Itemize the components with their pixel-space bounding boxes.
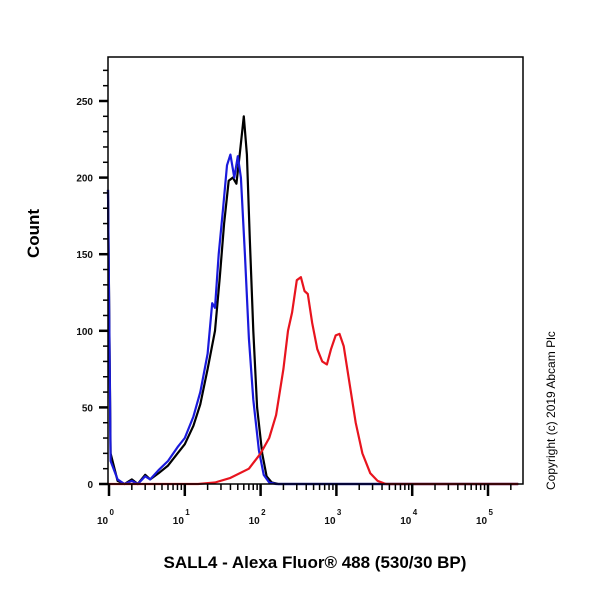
y-tick-label: 0 [87, 480, 93, 491]
x-axis-title: SALL4 - Alexa Fluor® 488 (530/30 BP) [163, 553, 467, 572]
y-tick-label: 150 [76, 250, 93, 261]
y-tick-label: 200 [76, 174, 93, 185]
y-tick-label: 100 [76, 327, 93, 338]
series-layer [106, 115, 519, 486]
series-black-line [106, 115, 519, 486]
series-red-line [108, 276, 519, 486]
y-axis-title: Count [24, 208, 43, 258]
svg-text:3: 3 [337, 508, 342, 517]
svg-text:10: 10 [476, 516, 488, 527]
svg-text:1: 1 [185, 508, 190, 517]
svg-text:10: 10 [324, 516, 336, 527]
series-blue-line [106, 153, 519, 486]
y-tick-label: 50 [82, 403, 94, 414]
svg-text:2: 2 [261, 508, 266, 517]
svg-text:10: 10 [173, 516, 185, 527]
x-tick-label: 104 [400, 508, 418, 527]
svg-text:4: 4 [413, 508, 418, 517]
x-tick-label: 103 [324, 508, 342, 527]
x-tick-label: 100 [97, 508, 115, 527]
y-axis: 0 50 100 150 200 250 [76, 69, 108, 491]
x-tick-label: 101 [173, 508, 191, 527]
copyright-notice: Copyright (c) 2019 Abcam Plc [544, 331, 558, 490]
svg-text:10: 10 [400, 516, 412, 527]
svg-text:5: 5 [489, 508, 494, 517]
svg-text:0: 0 [110, 508, 115, 517]
y-tick-label: 250 [76, 97, 93, 108]
x-tick-label: 102 [249, 508, 267, 527]
svg-text:10: 10 [249, 516, 261, 527]
x-tick-label: 105 [476, 508, 494, 527]
plot-frame [107, 56, 524, 485]
svg-text:10: 10 [97, 516, 109, 527]
